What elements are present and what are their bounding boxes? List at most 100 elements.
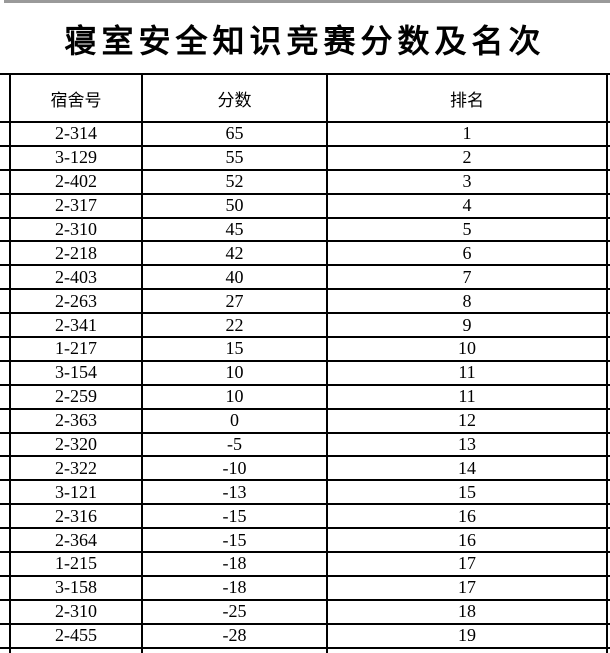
- cell-rank: 12: [458, 410, 476, 431]
- cell-rank: 15: [458, 481, 476, 502]
- table-row: 2-402 52 3: [0, 171, 610, 195]
- header-cell-score: 分数: [217, 90, 252, 110]
- cell-dorm: 2-322: [55, 457, 97, 478]
- cell-dorm: 2-341: [55, 314, 97, 335]
- table-row: 3-158 -18 17: [0, 577, 610, 601]
- cell-dorm: 1-215: [55, 553, 97, 574]
- table-left-border: [9, 73, 11, 653]
- table-row: 3-121 -13 15: [0, 481, 610, 506]
- table-row: 2-317 50 4: [0, 195, 610, 219]
- cell-rank: 8: [462, 290, 472, 311]
- cell-rank: 16: [458, 529, 476, 550]
- cell-score: 65: [225, 123, 244, 144]
- header-cell-dorm: 宿舍号: [50, 90, 102, 110]
- table-row: 2-314 65 1: [0, 123, 610, 147]
- table-row: 1-217 15 10: [0, 338, 610, 362]
- cell-rank: 6: [462, 242, 472, 263]
- table-row: 2-364 -15 16: [0, 529, 610, 554]
- window-top-edge: [4, 0, 610, 3]
- header-cell-rank: 排名: [450, 90, 484, 110]
- cell-dorm: 2-403: [55, 266, 97, 287]
- cell-score: 50: [225, 195, 244, 216]
- cell-dorm: 3-121: [55, 481, 97, 502]
- cell-dorm: 2-455: [55, 625, 97, 646]
- cell-score: -15: [222, 529, 247, 550]
- cell-rank: 17: [458, 553, 476, 574]
- cell-score: 40: [225, 266, 244, 287]
- table-row: 2-322 -10 14: [0, 457, 610, 482]
- cell-rank: 4: [462, 195, 472, 216]
- table-row: 2-263 27 8: [0, 290, 610, 315]
- cell-rank: 5: [462, 219, 472, 239]
- cell-dorm: 3-158: [55, 577, 97, 598]
- cell-dorm: 2-364: [55, 529, 97, 550]
- cell-rank: 19: [458, 625, 476, 646]
- cell-score: -25: [222, 601, 247, 622]
- cell-score: 42: [225, 242, 244, 263]
- table-row: 2-316 -15 16: [0, 505, 610, 530]
- table-body: 2-314 65 1 3-129 55 2 2-402 52 3 2-317 5…: [0, 123, 610, 649]
- cell-score: -15: [222, 505, 247, 526]
- table-row: 3-154 10 11: [0, 362, 610, 386]
- table-row: 2-310 -25 18: [0, 601, 610, 625]
- cell-score: 15: [225, 338, 244, 359]
- cell-dorm: 2-317: [55, 195, 97, 216]
- cell-rank: 1: [462, 123, 472, 144]
- cell-score: 52: [225, 171, 244, 192]
- cell-score: -5: [227, 434, 242, 455]
- cell-score: -28: [222, 625, 247, 646]
- cell-score: -10: [222, 457, 247, 478]
- cell-rank: 13: [458, 434, 476, 455]
- cell-dorm: 3-129: [55, 147, 97, 168]
- cell-dorm: 3-154: [55, 362, 97, 383]
- table-row: 1-215 -18 17: [0, 553, 610, 577]
- cell-rank: 18: [458, 601, 476, 622]
- column-divider-score-rank: [326, 73, 328, 653]
- cell-score: 55: [225, 147, 244, 168]
- cell-dorm: 2-259: [55, 386, 97, 407]
- cell-rank: 3: [462, 171, 472, 192]
- cell-rank: 10: [458, 338, 476, 359]
- cell-rank: 11: [458, 362, 476, 383]
- cell-score: -13: [222, 481, 247, 502]
- cell-rank: 7: [462, 266, 472, 287]
- table-right-border: [606, 73, 608, 653]
- header-row: 宿舍号 分数 排名: [0, 75, 610, 123]
- cell-rank: 17: [458, 577, 476, 598]
- cell-dorm: 2-310: [55, 601, 97, 622]
- table-row: 2-341 22 9: [0, 314, 610, 339]
- cell-dorm: 1-217: [55, 338, 97, 359]
- table-row: 2-310 45 5: [0, 219, 610, 243]
- cell-rank: 11: [458, 386, 476, 407]
- cell-dorm: 2-310: [55, 219, 97, 239]
- table-row: 2-218 42 6: [0, 242, 610, 267]
- table-row: 2-259 10 11: [0, 386, 610, 410]
- cell-rank: 14: [458, 457, 476, 478]
- cell-dorm: 2-263: [55, 290, 97, 311]
- cell-score: 45: [225, 219, 244, 239]
- cell-score: 10: [225, 362, 244, 383]
- column-divider-dorm-score: [141, 73, 143, 653]
- cell-rank: 16: [458, 505, 476, 526]
- cell-score: -18: [222, 553, 247, 574]
- cell-score: -18: [222, 577, 247, 598]
- table-row: 2-403 40 7: [0, 266, 610, 291]
- cell-dorm: 2-316: [55, 505, 97, 526]
- table-row: 3-129 55 2: [0, 147, 610, 171]
- table-row: 2-363 0 12: [0, 410, 610, 434]
- cell-dorm: 2-402: [55, 171, 97, 192]
- cell-score: 27: [225, 290, 244, 311]
- table-row: 2-320 -5 13: [0, 434, 610, 458]
- cell-dorm: 2-363: [55, 410, 97, 431]
- cell-dorm: 2-320: [55, 434, 97, 455]
- page-title: 寝室安全知识竞赛分数及名次: [64, 22, 546, 59]
- cell-score: 0: [230, 410, 239, 431]
- cell-score: 10: [225, 386, 244, 407]
- cell-rank: 9: [462, 314, 472, 335]
- cell-dorm: 2-314: [55, 123, 97, 144]
- cell-rank: 2: [462, 147, 472, 168]
- table-row: 2-455 -28 19: [0, 625, 610, 649]
- scores-table: 宿舍号 分数 排名 2-314 65 1 3-129 55 2 2-402 52…: [0, 73, 610, 649]
- cell-dorm: 2-218: [55, 242, 97, 263]
- cell-score: 22: [225, 314, 244, 335]
